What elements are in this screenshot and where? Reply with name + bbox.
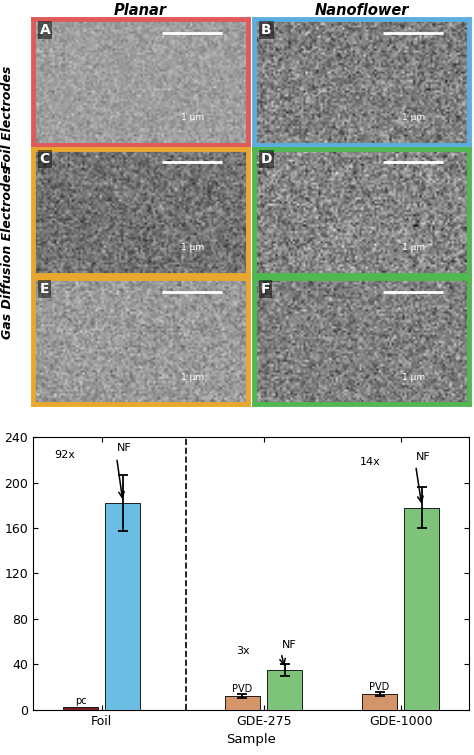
Text: NF: NF — [416, 452, 430, 462]
Text: Gas Diffusion Electrodes: Gas Diffusion Electrodes — [0, 166, 14, 340]
Text: D: D — [261, 153, 273, 166]
Text: Foil Electrodes: Foil Electrodes — [0, 66, 14, 168]
Text: B: B — [261, 23, 272, 37]
Text: pc: pc — [75, 695, 86, 706]
Text: 1 μm: 1 μm — [181, 372, 204, 381]
Bar — [404, 507, 439, 710]
Title: Nanoflower: Nanoflower — [315, 3, 409, 17]
Title: Planar: Planar — [114, 3, 167, 17]
Text: PVD: PVD — [232, 684, 253, 695]
Bar — [267, 670, 302, 710]
Text: A: A — [40, 23, 50, 37]
Text: 14x: 14x — [360, 457, 380, 467]
Text: F: F — [261, 282, 270, 296]
X-axis label: Sample: Sample — [226, 733, 276, 746]
Text: 3x: 3x — [236, 646, 250, 655]
Text: 1 μm: 1 μm — [181, 243, 204, 252]
Text: C: C — [40, 153, 50, 166]
Bar — [225, 696, 260, 710]
Text: 1 μm: 1 μm — [181, 113, 204, 122]
Bar — [105, 503, 140, 710]
Text: 92x: 92x — [55, 450, 75, 461]
Text: 1 μm: 1 μm — [402, 243, 425, 252]
Bar — [362, 694, 397, 710]
Text: 1 μm: 1 μm — [402, 372, 425, 381]
Text: NF: NF — [117, 443, 131, 453]
Text: PVD: PVD — [369, 682, 390, 692]
Bar — [63, 707, 98, 710]
Text: NF: NF — [283, 639, 297, 649]
Text: E: E — [40, 282, 49, 296]
Text: 1 μm: 1 μm — [402, 113, 425, 122]
